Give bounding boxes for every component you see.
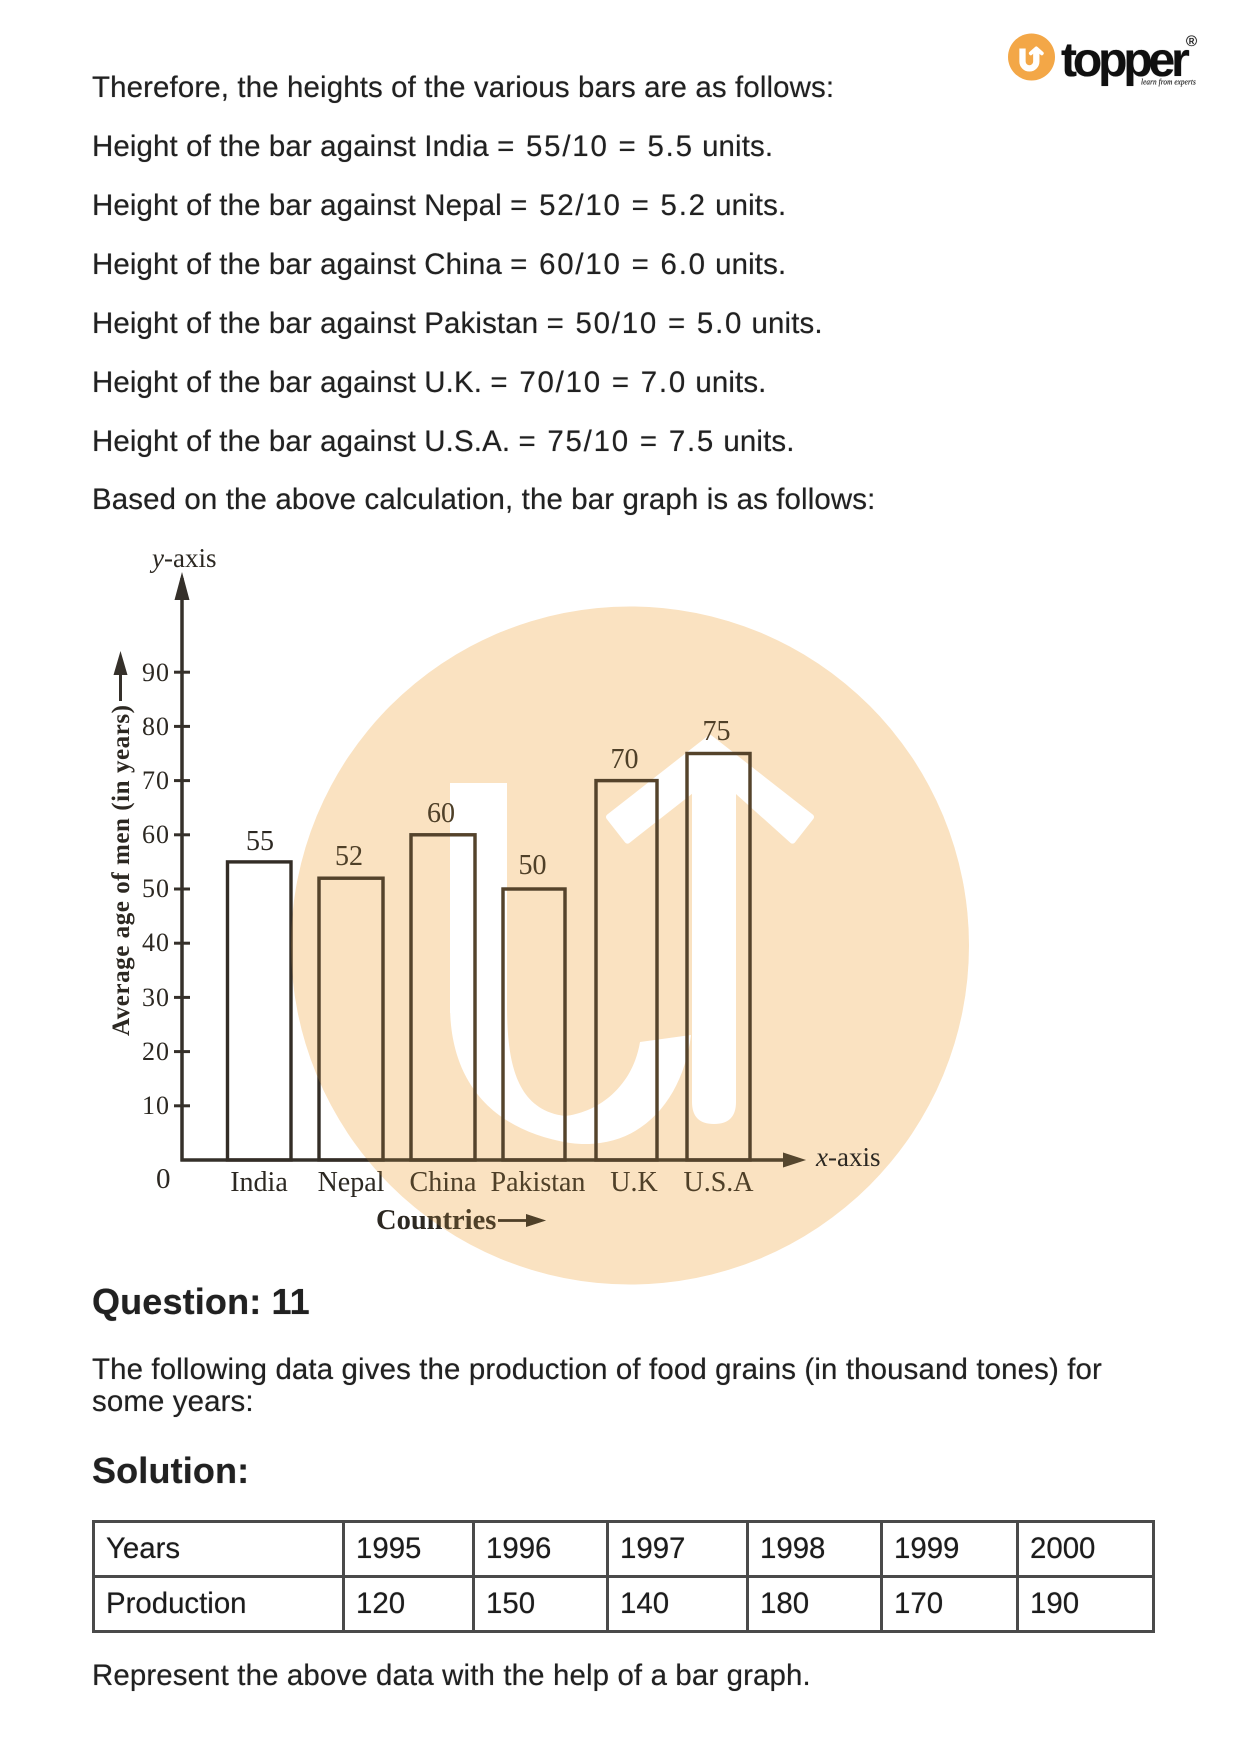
svg-text:52: 52 [335,841,363,872]
svg-text:U.S.A: U.S.A [683,1167,754,1198]
svg-text:50: 50 [519,850,547,881]
svg-text:55: 55 [246,826,274,857]
svg-text:20: 20 [142,1037,170,1066]
svg-text:70: 70 [142,766,170,795]
svg-text:52: 52 [335,841,363,872]
svg-text:30: 30 [142,983,170,1012]
svg-text:90: 90 [142,658,170,687]
svg-text:70: 70 [611,744,639,775]
svg-text:Nepal: Nepal [318,1167,385,1198]
svg-text:China: China [410,1167,477,1198]
svg-text:50: 50 [519,850,547,881]
svg-text:U.K: U.K [610,1167,657,1198]
svg-text:60: 60 [427,798,455,829]
svg-text:75: 75 [703,716,731,747]
svg-text:10: 10 [142,1091,170,1120]
svg-text:0: 0 [156,1163,172,1195]
svg-text:70: 70 [611,744,639,775]
svg-text:Pakistan: Pakistan [491,1167,586,1198]
svg-text:80: 80 [142,712,170,741]
svg-text:India: India [230,1167,288,1198]
svg-text:60: 60 [142,820,170,849]
svg-text:Countries: Countries [376,1205,496,1236]
svg-text:60: 60 [427,798,455,829]
svg-text:40: 40 [142,928,170,957]
svg-text:U.S.A: U.S.A [683,1167,754,1198]
svg-text:x-axis: x-axis [815,1142,880,1172]
svg-text:China: China [410,1167,477,1198]
svg-text:75: 75 [703,716,731,747]
svg-text:U.K: U.K [610,1167,657,1198]
svg-text:Average age of men (in years): Average age of men (in years) [108,705,135,1036]
svg-text:y-axis: y-axis [149,543,216,573]
svg-text:Pakistan: Pakistan [491,1167,586,1198]
svg-text:50: 50 [142,874,170,903]
